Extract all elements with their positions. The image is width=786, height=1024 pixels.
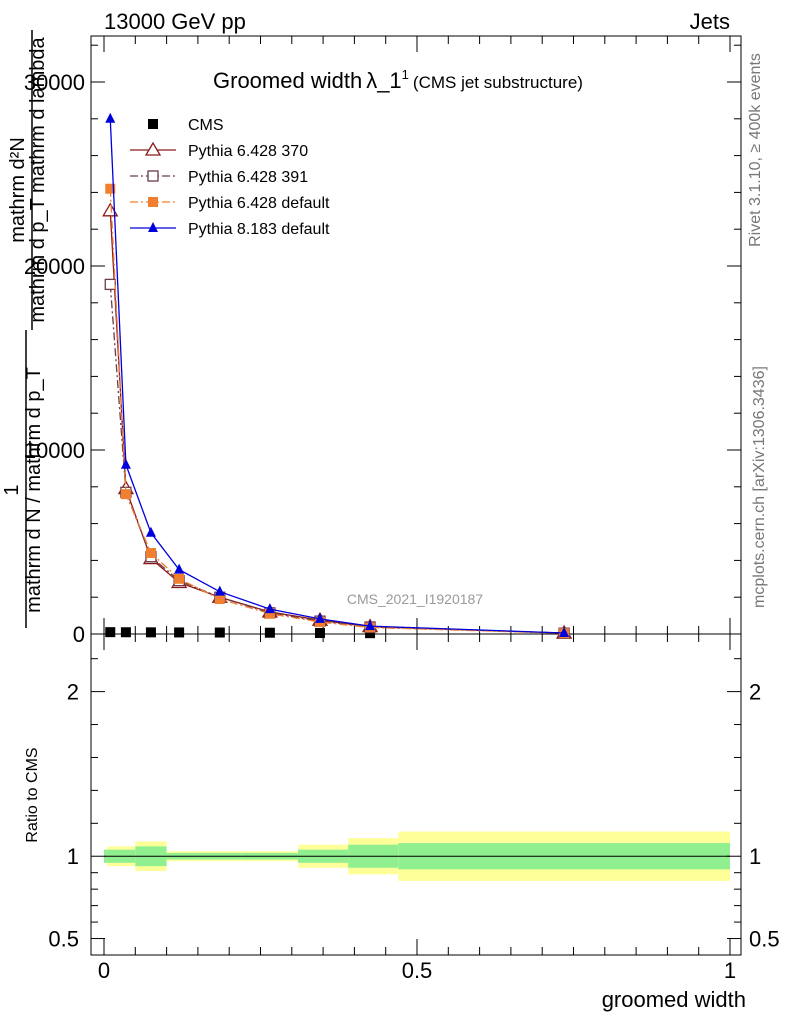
main-ticks: 0 10000 20000 30000 <box>24 44 741 647</box>
ratio-ytick-label-right: 2 <box>749 680 761 705</box>
data-point <box>120 627 131 638</box>
title-main: Groomed width <box>213 68 362 93</box>
legend-marker <box>148 222 158 232</box>
ylabel-top-den: mathrm d p_T mathrm d lambda <box>27 36 49 322</box>
title-sup: 1 <box>402 67 409 82</box>
data-point <box>559 626 570 637</box>
legend-marker <box>148 119 158 129</box>
title-symbol: λ_1 <box>366 68 401 93</box>
ratio-panel <box>90 633 742 956</box>
data-point <box>264 627 275 638</box>
watermark: CMS_2021_I1920187 <box>347 591 483 607</box>
legend-label: Pythia 6.428 391 <box>188 169 308 186</box>
data-point <box>120 458 131 469</box>
x-axis-label: groomed width <box>602 987 746 1012</box>
ratio-ytick-label: 1 <box>67 844 79 869</box>
data-point <box>104 278 116 291</box>
data-point <box>264 603 275 614</box>
main-ytick-label: 20000 <box>24 254 85 279</box>
legend-label: CMS <box>188 117 224 134</box>
data-point <box>214 585 225 596</box>
x-tick-label: 0.5 <box>402 958 433 983</box>
main-series <box>102 112 573 639</box>
series-3 <box>105 183 570 639</box>
legend-label: Pythia 6.428 370 <box>188 143 308 160</box>
data-point <box>365 628 376 639</box>
legend-label: Pythia 6.428 default <box>188 195 330 212</box>
ratio-ytick-label-right: 0.5 <box>749 927 780 952</box>
data-point <box>365 620 376 631</box>
data-point <box>145 627 156 638</box>
data-point <box>214 594 225 605</box>
mcplots-label: mcplots.cern.ch [arXiv:1306.3436] <box>751 366 768 608</box>
series-2 <box>104 278 570 639</box>
ratio-ytick-label: 2 <box>67 680 79 705</box>
ylabel-bottom-den: mathrm d N / mathrm d p_T <box>23 367 45 613</box>
data-point <box>314 627 325 638</box>
ratio-ytick-label: 0.5 <box>48 927 79 952</box>
data-point <box>214 627 225 638</box>
data-point <box>174 563 185 574</box>
data-point <box>174 627 185 638</box>
main-ytick-label: 30000 <box>24 70 85 95</box>
category-label: Jets <box>690 9 730 34</box>
series-1 <box>102 202 573 639</box>
ratio-ylabel: Ratio to CMS <box>24 747 41 842</box>
energy-label: 13000 GeV pp <box>104 9 246 34</box>
ratio-bands <box>104 831 730 881</box>
x-tick-label: 0 <box>98 958 110 983</box>
data-point <box>314 612 325 623</box>
rivet-label: Rivet 3.1.10, ≥ 400k events <box>747 53 764 247</box>
main-ytick-label: 10000 <box>24 438 85 463</box>
data-point <box>105 112 116 123</box>
data-point <box>105 183 116 194</box>
chart-title: Groomed width λ_11 (CMS jet substructure) <box>213 67 583 93</box>
data-point <box>145 548 156 559</box>
main-ytick-label: 0 <box>73 622 85 647</box>
legend-marker <box>144 141 162 156</box>
data-point <box>105 627 116 638</box>
series-line <box>109 118 565 634</box>
ylabel-bottom-one: 1 <box>1 484 23 495</box>
ratio-ytick-label-right: 1 <box>749 844 761 869</box>
data-point <box>145 526 156 537</box>
legend-marker <box>147 170 159 182</box>
x-tick-label: 1 <box>724 958 736 983</box>
data-point <box>120 489 131 500</box>
ratio-ticks: 0.5 0.5 1 1 2 2 0 0.5 1 <box>48 36 780 983</box>
ylabel-top-num: mathrm d²N <box>7 137 29 243</box>
legend-label: Pythia 8.183 default <box>188 221 330 238</box>
legend: CMS Pythia 6.428 370 Pythia 6.428 391 Pythi… <box>130 117 330 238</box>
data-point <box>264 608 275 619</box>
title-note: (CMS jet substructure) <box>413 73 583 92</box>
legend-marker <box>148 197 158 207</box>
data-point <box>174 573 185 584</box>
series-0 <box>105 627 570 639</box>
series-4 <box>105 112 570 637</box>
